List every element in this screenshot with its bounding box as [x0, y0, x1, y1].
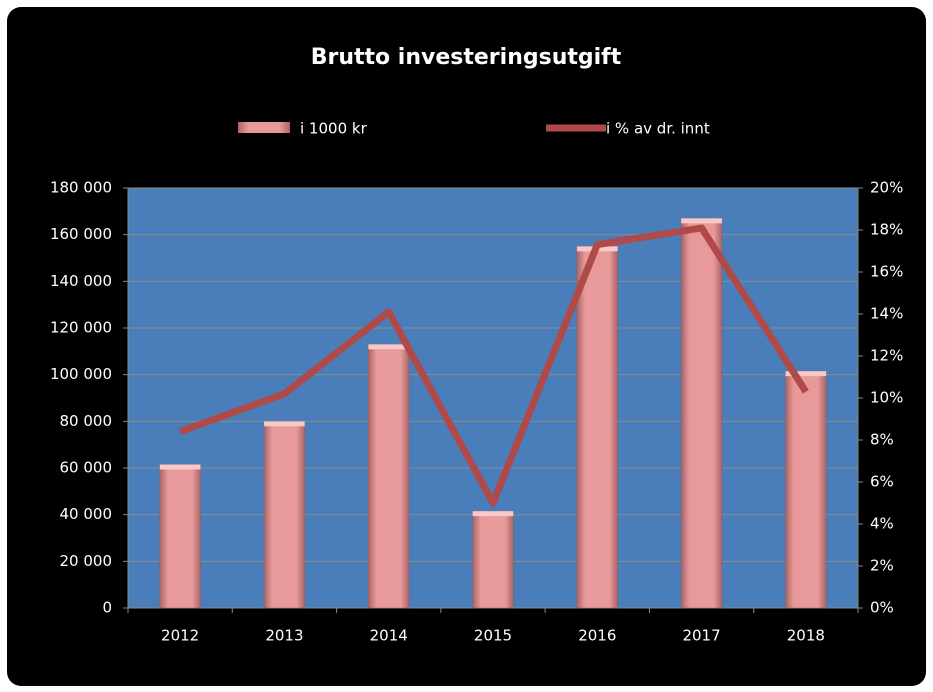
bar: [263, 421, 306, 609]
y-tick-label: 40 000: [60, 505, 113, 523]
y-tick-label: 20 000: [60, 552, 113, 570]
x-tick-label: 2017: [682, 627, 720, 645]
y2-tick-label: 18%: [870, 221, 903, 239]
x-tick-label: 2015: [474, 627, 512, 645]
bar: [472, 510, 514, 609]
y-tick-label: 160 000: [50, 225, 112, 243]
legend-label: i % av dr. innt: [606, 120, 710, 138]
y-tick-label: 120 000: [50, 319, 112, 337]
x-tick-label: 2016: [578, 627, 616, 645]
y-tick-label: 60 000: [60, 459, 113, 477]
legend-label: i 1000 kr: [300, 120, 368, 138]
y2-tick-label: 4%: [870, 515, 894, 533]
x-tick-label: 2018: [787, 627, 825, 645]
y2-tick-label: 10%: [870, 389, 903, 407]
x-tick-label: 2014: [370, 627, 408, 645]
y-tick-label: 140 000: [50, 272, 112, 290]
y2-tick-label: 16%: [870, 263, 903, 281]
bar-cap: [472, 511, 514, 517]
line: [178, 224, 809, 507]
bar: [368, 344, 410, 609]
bar: [680, 218, 723, 609]
y-tick-label: 80 000: [60, 412, 113, 430]
y2-tick-label: 12%: [870, 347, 903, 365]
y2-tick-label: 14%: [870, 305, 903, 323]
x-tick-label: 2012: [161, 627, 199, 645]
y-tick-label: 180 000: [50, 179, 112, 197]
legend-swatch: [238, 122, 290, 133]
bar: [159, 464, 201, 609]
y2-tick-label: 0%: [870, 599, 894, 617]
bar: [785, 370, 827, 609]
y2-tick-label: 2%: [870, 557, 894, 575]
bar: [576, 246, 618, 609]
x-tick-label: 2013: [265, 627, 303, 645]
y-tick-label: 0: [102, 599, 112, 617]
y-tick-label: 100 000: [50, 365, 112, 383]
y2-tick-label: 8%: [870, 431, 894, 449]
bar-cap: [159, 464, 201, 470]
chart-title: Brutto investeringsutgift: [311, 45, 622, 70]
y2-tick-label: 20%: [870, 179, 903, 197]
bar-cap: [368, 344, 410, 350]
bar-cap: [681, 218, 722, 224]
bar-cap: [785, 371, 827, 377]
bar-cap: [264, 421, 305, 427]
y2-tick-label: 6%: [870, 473, 894, 491]
